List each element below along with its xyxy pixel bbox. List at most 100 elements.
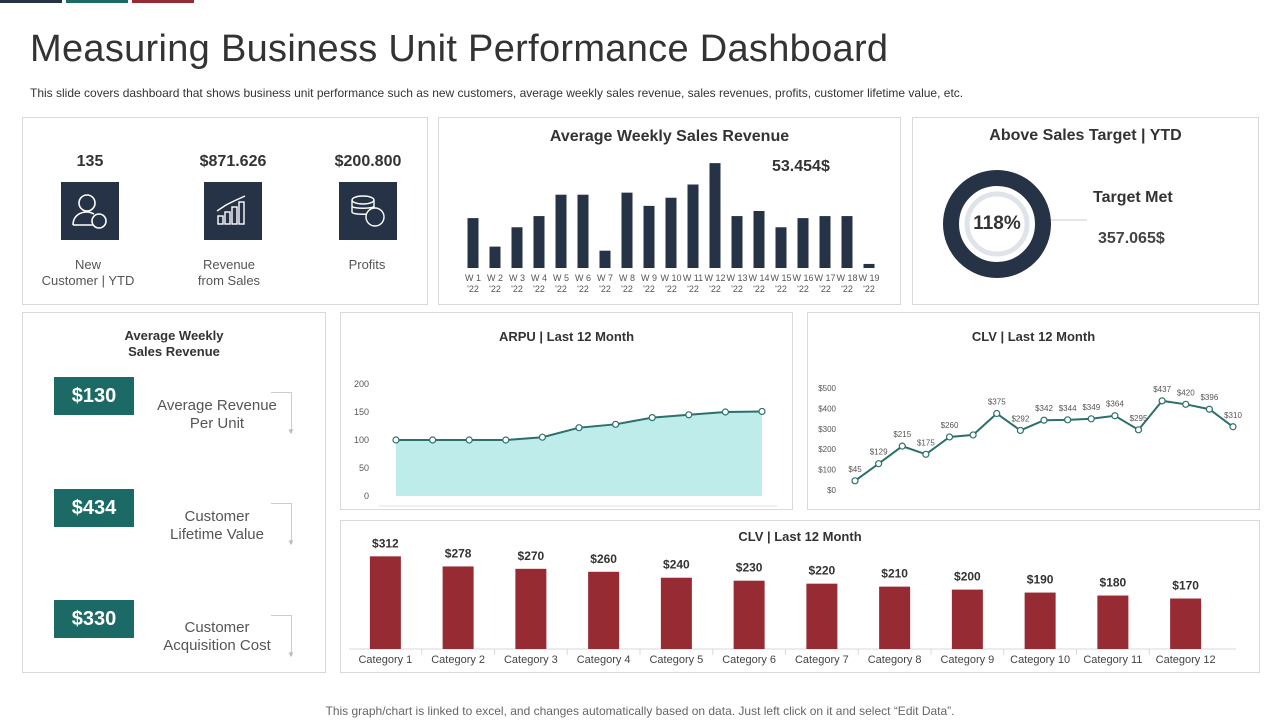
customer-icon [61, 182, 119, 240]
weekly-bar [467, 218, 479, 268]
page-subtitle: This slide covers dashboard that shows b… [30, 86, 964, 100]
clv-y-tick: $100 [818, 466, 836, 475]
metric-badge-cac: $330 [54, 600, 134, 638]
clv-bar-panel[interactable]: CLV | Last 12 Month $312 Category 1 $278 Ca… [340, 520, 1260, 673]
arpu-y-tick: 200 [354, 379, 369, 389]
clv-data-label: $260 [941, 421, 959, 430]
chevron-down-icon: ▼ [287, 650, 295, 659]
kpi-new-customers-label: New Customer | YTD [18, 257, 158, 289]
label-line: Customer [184, 508, 250, 525]
clv-y-tick: $0 [827, 486, 836, 495]
clv-line-panel[interactable]: CLV | Last 12 Month $500 $400 $300 $200 $100… [807, 312, 1260, 510]
arpu-chart: 200 150 100 50 0 [354, 379, 777, 507]
clv-point [1111, 412, 1119, 420]
weekly-bar [621, 192, 633, 268]
weekly-sales-panel[interactable]: Average Weekly Sales Revenue 53.454$ W 1… [438, 117, 901, 305]
weekly-bar [511, 227, 523, 268]
clv-data-label: $292 [1011, 414, 1029, 423]
weekly-bar [797, 218, 809, 268]
arpu-area [396, 411, 762, 496]
clv-bar-category-label: Category 3 [504, 654, 558, 666]
sales-target-title: Above Sales Target | YTD [989, 127, 1182, 144]
kpi-profits-value: $200.800 [334, 153, 402, 170]
weekly-tick-label: '22 [467, 284, 479, 294]
weekly-tick-label: W 13 [726, 273, 747, 283]
weekly-tick-label: W 3 [509, 273, 525, 283]
clv-bar [442, 566, 474, 649]
kpi-revenue-value: $871.626 [199, 153, 267, 170]
clv-point [1205, 405, 1213, 413]
weekly-bar [599, 250, 611, 268]
clv-bar-data-label: $190 [1027, 573, 1054, 587]
weekly-tick-label: '22 [511, 284, 523, 294]
chevron-down-icon: ▼ [287, 427, 295, 436]
accent-bar-navy [0, 0, 62, 3]
clv-data-label: $364 [1106, 400, 1124, 409]
clv-bar [369, 556, 401, 649]
clv-bar-data-label: $210 [881, 567, 908, 581]
kpi-new-customers-value: 135 [76, 153, 104, 170]
label-line: Per Unit [189, 415, 245, 432]
avg-weekly-panel[interactable]: Average Weekly Sales Revenue $130 Averag… [22, 312, 326, 673]
weekly-tick-label: '22 [577, 284, 589, 294]
weekly-tick-label: W 19 [858, 273, 879, 283]
bar-chart-icon [204, 182, 262, 240]
clv-bar [806, 583, 838, 649]
clv-point [945, 433, 954, 441]
clv-bar [1024, 592, 1056, 649]
kpi-label-line: New [74, 257, 101, 272]
clv-bar-data-label: $312 [372, 536, 399, 550]
label-line: Acquisition Cost [163, 637, 271, 654]
clv-bar-data-label: $270 [518, 549, 545, 563]
weekly-bar [643, 205, 655, 268]
clv-bar-category-label: Category 4 [577, 654, 631, 666]
weekly-bar [555, 194, 567, 268]
target-met-label: Target Met [1093, 189, 1173, 206]
weekly-sales-chart: W 1'22W 2'22W 3'22W 4'22W 5'22W 6'22W 7'… [465, 163, 880, 294]
label-line: Average Revenue [157, 397, 277, 414]
weekly-bar [665, 197, 677, 268]
clv-y-tick: $400 [818, 404, 836, 413]
clv-bar [660, 577, 692, 649]
clv-data-label: $310 [1224, 411, 1242, 420]
clv-point [898, 442, 906, 450]
weekly-bar [841, 216, 853, 268]
kpi-label-line: Revenue [202, 257, 256, 272]
clv-data-label: $129 [870, 448, 888, 457]
kpi-panel[interactable]: 135 New Customer | YTD $871.626 Revenue … [22, 117, 428, 305]
label-bracket [271, 392, 292, 433]
weekly-tick-label: W 4 [531, 273, 547, 283]
weekly-bar [687, 184, 699, 268]
clv-point [969, 431, 977, 439]
weekly-sales-highlight: 53.454$ [772, 158, 830, 175]
weekly-tick-label: W 15 [770, 273, 791, 283]
weekly-tick-label: W 10 [660, 273, 681, 283]
weekly-tick-label: '22 [621, 284, 633, 294]
avg-weekly-title: Average Weekly Sales Revenue [23, 328, 325, 360]
kpi-label-line: from Sales [197, 273, 261, 288]
arpu-point [465, 436, 473, 444]
clv-point [1064, 416, 1072, 424]
metric-badge-clv: $434 [54, 489, 134, 527]
clv-data-label: $45 [848, 465, 862, 474]
clv-point [1040, 416, 1048, 424]
label-line: Customer [184, 619, 250, 636]
clv-y-tick: $200 [818, 445, 836, 454]
weekly-tick-label: '22 [797, 284, 809, 294]
weekly-tick-label: '22 [709, 284, 721, 294]
weekly-sales-title: Average Weekly Sales Revenue [549, 128, 790, 145]
arpu-point [575, 424, 583, 432]
footer-note: This graph/chart is linked to excel, and… [325, 704, 955, 718]
arpu-panel[interactable]: ARPU | Last 12 Month 200 150 100 50 0 [340, 312, 793, 510]
weekly-tick-label: W 2 [487, 273, 503, 283]
sales-target-panel[interactable]: Above Sales Target | YTD 118% Target Met… [912, 117, 1259, 305]
clv-point [1087, 415, 1095, 423]
weekly-tick-label: '22 [863, 284, 875, 294]
arpu-point [502, 436, 510, 444]
weekly-tick-label: '22 [665, 284, 677, 294]
clv-bar-category-label: Category 1 [358, 654, 412, 666]
weekly-tick-label: '22 [489, 284, 501, 294]
kpi-revenue-label: Revenue from Sales [159, 257, 299, 289]
clv-bar [879, 586, 911, 649]
clv-bar-data-label: $278 [445, 546, 472, 560]
